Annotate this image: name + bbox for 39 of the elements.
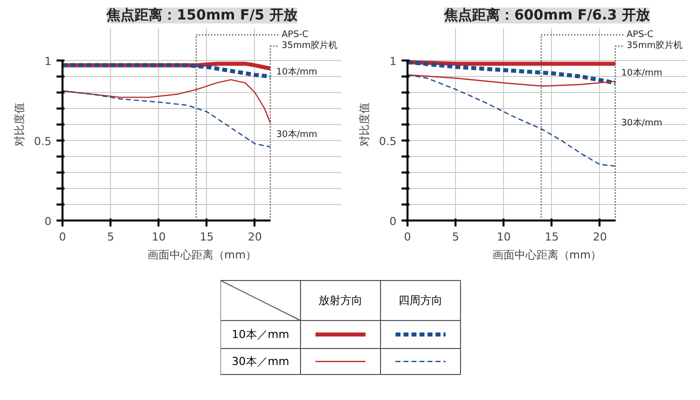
line-series (408, 74, 616, 87)
ref-line-label: 35mm胶片机 (282, 40, 338, 52)
text: 四周方向 (398, 294, 442, 307)
x-tick-label: 5 (452, 230, 460, 244)
line-series (62, 90, 271, 148)
y-tick-label: 0 (390, 215, 396, 228)
chart-title: 焦点距离：600mm F/6.3 开放 (443, 6, 651, 24)
y-tick-label: 1 (44, 55, 52, 68)
text: 放射方向 (318, 294, 362, 307)
ref-line-label: 35mm胶片机 (626, 40, 683, 52)
line-series (408, 60, 618, 85)
chart-title: 焦点距离：150mm F/5 开放 (106, 6, 298, 24)
text: 10本/mm (276, 66, 318, 78)
x-tick-label: 5 (107, 230, 114, 244)
y-tick-label: 1 (390, 55, 396, 68)
x-tick-label: 20 (248, 230, 262, 244)
ref-line-label: APS-C (626, 30, 654, 40)
text: 30本/mm (621, 118, 662, 129)
x-tick-label: 10 (152, 230, 166, 244)
x-axis-title: 画面中心距离（mm） (147, 248, 257, 262)
text: 10本/mm (621, 67, 662, 78)
y-axis-title: 对比度值 (13, 102, 26, 146)
text: 10本／mm (232, 328, 290, 341)
y-tick-label: 0 (44, 215, 52, 228)
x-tick-label: 10 (496, 230, 511, 244)
x-axis-title: 画面中心距离（mm） (492, 248, 602, 262)
text: 30本/mm (276, 128, 318, 140)
line-series (408, 74, 616, 167)
ref-line-label: APS-C (282, 30, 308, 40)
text: 30本／mm (232, 355, 290, 368)
y-axis-title: 对比度值 (358, 102, 372, 146)
x-tick-label: 15 (544, 230, 559, 244)
y-tick-label: 0.5 (34, 135, 52, 148)
x-tick-label: 0 (59, 230, 66, 244)
x-tick-label: 15 (200, 230, 214, 244)
x-tick-label: 0 (404, 230, 411, 244)
x-tick-label: 20 (592, 230, 607, 244)
y-tick-label: 0.5 (379, 135, 397, 148)
line-series (62, 63, 272, 78)
